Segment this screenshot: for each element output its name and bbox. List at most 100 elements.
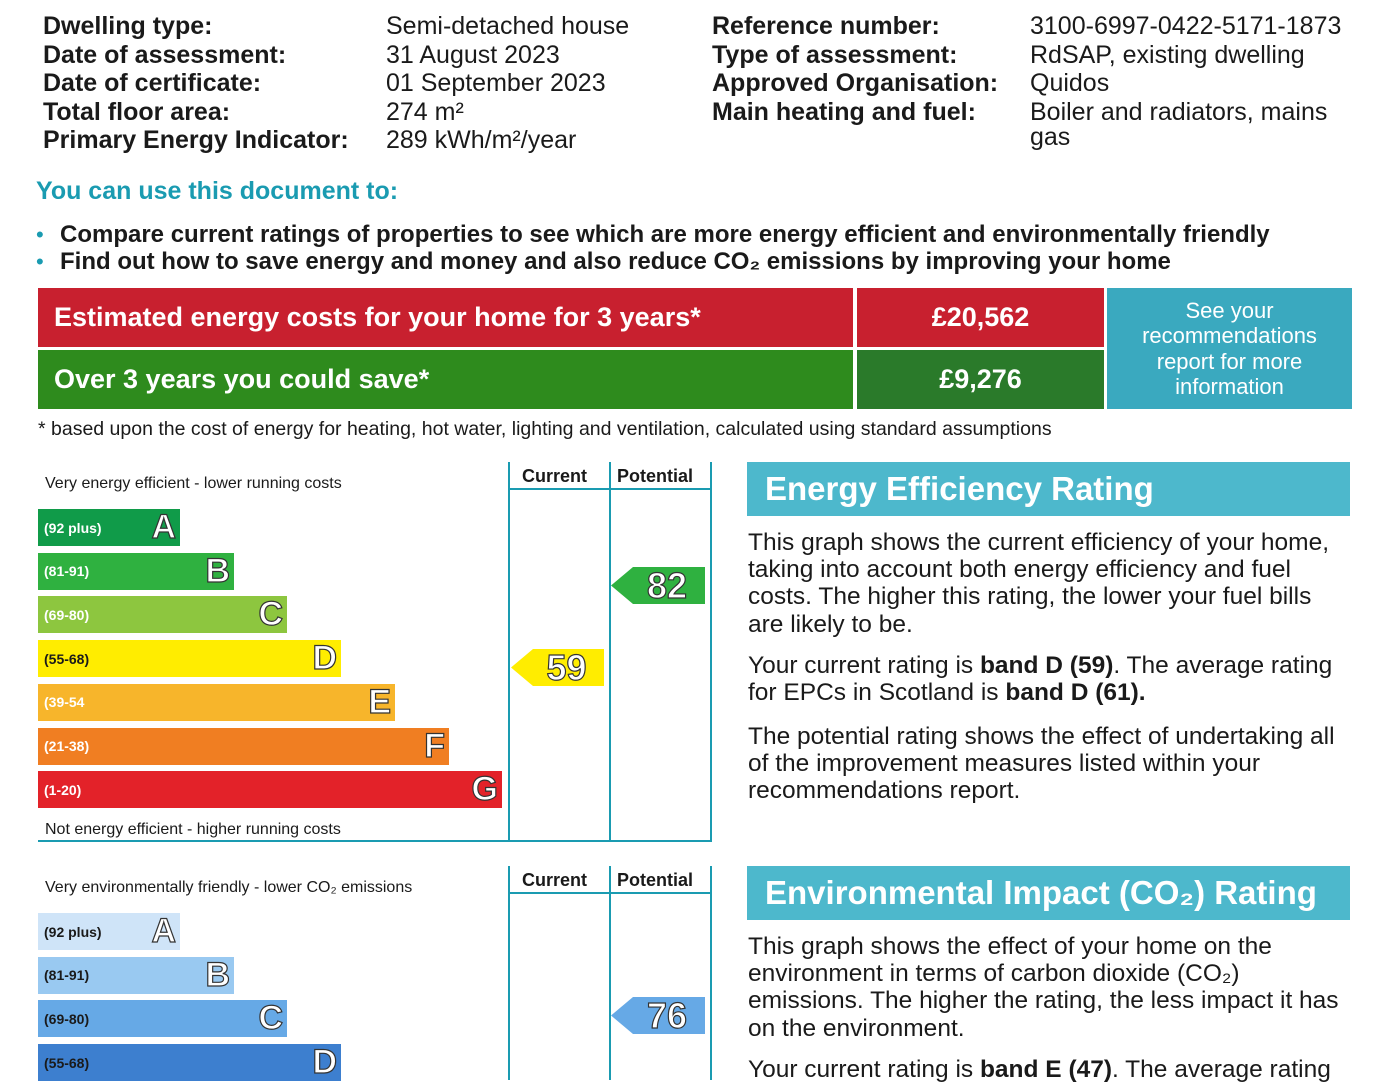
total-floor-area-label: Total floor area: <box>43 97 231 126</box>
energy-bottom-note: Not energy efficient - higher running co… <box>45 821 341 838</box>
reference-number-label: Reference number: <box>712 12 940 40</box>
energy-top-note: Very energy efficient - lower running co… <box>45 475 342 492</box>
main-heating-value-cont: gas <box>1030 123 1071 151</box>
env-top-note: Very environmentally friendly - lower CO… <box>45 879 413 896</box>
use-document-heading: You can use this document to: <box>36 177 399 205</box>
bullet-item: • Find out how to save energy and money … <box>36 248 1270 275</box>
env-col-divider <box>710 866 712 1080</box>
band-range: (1-20) <box>44 781 82 798</box>
energy-bottom-rule <box>38 840 712 842</box>
dwelling-type-value: Semi-detached house <box>386 12 630 40</box>
bullet-dot-icon: • <box>36 248 44 274</box>
type-of-assessment-value: RdSAP, existing dwelling <box>1030 40 1305 69</box>
current-band-text: band D (59) <box>979 652 1114 679</box>
para-text: Your current rating is <box>748 1056 980 1083</box>
approved-organisation-label: Approved Organisation: <box>712 69 999 97</box>
bullet-dot-icon: • <box>36 221 44 247</box>
energy-efficiency-heading: Energy Efficiency Rating <box>747 462 1350 516</box>
band-letter: E <box>368 682 392 721</box>
env-potential-rating-arrow: 76 <box>611 997 705 1034</box>
band-range: (55-68) <box>44 1054 90 1071</box>
total-floor-area-value: 274 m² <box>386 97 464 126</box>
rating-band-b: (81-91) B <box>38 955 234 994</box>
env-col-divider <box>508 866 510 1080</box>
current-band-text: band E (47) <box>979 1056 1113 1083</box>
band-range: (81-91) <box>44 967 90 984</box>
bullet-text: Find out how to save energy and money an… <box>60 248 1171 275</box>
date-of-assessment-label: Date of assessment: <box>43 40 287 69</box>
env-col-current: Current <box>522 870 588 890</box>
band-letter: A <box>151 912 177 950</box>
estimated-costs-label: Estimated energy costs for your home for… <box>38 288 853 347</box>
energy-efficiency-para-2: Your current rating is band D (59). The … <box>748 652 1348 706</box>
band-range: (21-38) <box>44 738 90 754</box>
could-save-value: £9,276 <box>857 350 1104 409</box>
band-range: (92 plus) <box>44 923 102 940</box>
band-letter: B <box>205 955 231 994</box>
band-range: (55-68) <box>44 650 90 667</box>
date-of-certificate-label: Date of certificate: <box>43 69 262 97</box>
band-letter: A <box>151 508 177 546</box>
band-letter: D <box>312 639 338 678</box>
band-letter: F <box>424 726 446 765</box>
band-range: (92 plus) <box>44 519 102 536</box>
energy-potential-rating-arrow: 82 <box>611 567 705 604</box>
rating-band-b: (81-91) B <box>38 551 234 590</box>
environmental-impact-heading: Environmental Impact (CO₂) Rating <box>747 866 1350 920</box>
energy-efficiency-para-1: This graph shows the current efficiency … <box>748 529 1330 638</box>
main-heating-value: Boiler and radiators, mains <box>1030 97 1328 126</box>
energy-header-rule <box>508 488 712 490</box>
rating-band-c: (69-80) C <box>38 999 287 1038</box>
env-header-rule <box>508 892 712 894</box>
band-letter: B <box>205 551 231 590</box>
environmental-impact-para-2: Your current rating is band E (47). The … <box>748 1056 1348 1083</box>
band-letter: C <box>258 595 284 634</box>
could-save-row: Over 3 years you could save* £9,276 <box>38 350 1104 409</box>
energy-col-divider <box>609 462 611 842</box>
para-text: . The average rating <box>1112 1056 1331 1083</box>
rating-band-g: (1-20) G <box>38 770 502 809</box>
average-band-text: band D (61). <box>1005 679 1146 707</box>
recommendations-note: See your recommendations report for more… <box>1107 288 1352 409</box>
rating-band-c: (69-80) C <box>38 595 287 634</box>
costs-footnote: * based upon the cost of energy for heat… <box>38 418 1052 440</box>
band-range: (39-54 <box>44 694 85 711</box>
rating-band-f: (21-38) F <box>38 726 449 765</box>
type-of-assessment-label: Type of assessment: <box>712 40 958 69</box>
env-col-divider <box>609 866 611 1080</box>
estimated-costs-row: Estimated energy costs for your home for… <box>38 288 1104 347</box>
band-range: (69-80) <box>44 606 90 623</box>
rating-band-e: (39-54 E <box>38 682 395 721</box>
bullet-item: • Compare current ratings of properties … <box>36 221 1270 248</box>
rating-band-a: (92 plus) A <box>38 508 180 546</box>
energy-col-current: Current <box>522 466 588 486</box>
band-letter: G <box>471 770 499 809</box>
energy-current-rating-arrow: 59 <box>511 649 604 686</box>
dwelling-type-label: Dwelling type: <box>43 12 213 40</box>
para-text: Your current rating is <box>748 652 980 679</box>
primary-energy-indicator-label: Primary Energy Indicator: <box>43 126 349 154</box>
energy-efficiency-para-3: The potential rating shows the effect of… <box>748 723 1335 805</box>
approved-organisation-value: Quidos <box>1030 69 1110 97</box>
main-heating-label: Main heating and fuel: <box>712 97 976 126</box>
bullet-list: • Compare current ratings of properties … <box>36 221 1270 275</box>
rating-band-d: (55-68) D <box>38 639 341 678</box>
environmental-impact-para-1: This graph shows the effect of your home… <box>748 933 1339 1042</box>
band-range: (69-80) <box>44 1010 90 1027</box>
estimated-costs-value: £20,562 <box>857 288 1104 347</box>
energy-col-divider <box>508 462 510 842</box>
band-range: (81-91) <box>44 563 90 580</box>
date-of-assessment-value: 31 August 2023 <box>386 40 560 69</box>
date-of-certificate-value: 01 September 2023 <box>386 69 606 97</box>
band-letter: C <box>258 999 284 1038</box>
para-text: . The average rating for EPCs in Scotlan… <box>748 652 1333 707</box>
energy-col-divider <box>710 462 712 842</box>
primary-energy-indicator-value: 289 kWh/m²/year <box>386 126 577 154</box>
band-letter: D <box>312 1043 338 1082</box>
rating-band-a: (92 plus) A <box>38 912 180 950</box>
bullet-text: Compare current ratings of properties to… <box>60 221 1270 248</box>
rating-band-d: (55-68) D <box>38 1043 341 1082</box>
env-col-potential: Potential <box>617 870 694 890</box>
reference-number-value: 3100-6997-0422-5171-1873 <box>1030 12 1342 40</box>
energy-col-potential: Potential <box>617 466 694 486</box>
